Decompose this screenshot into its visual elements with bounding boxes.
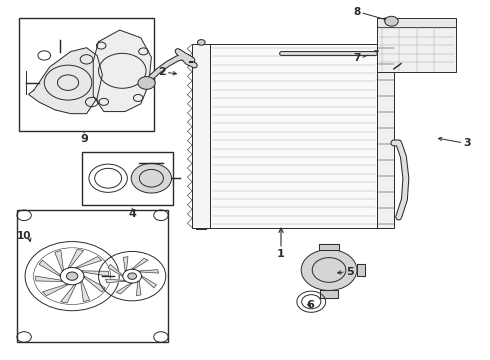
Polygon shape [35, 276, 62, 282]
Polygon shape [84, 276, 105, 292]
Polygon shape [43, 284, 68, 296]
Circle shape [138, 77, 155, 89]
Bar [210, 44, 377, 228]
Text: 3: 3 [464, 138, 471, 148]
Text: 8: 8 [353, 8, 360, 17]
Text: 7: 7 [353, 53, 360, 63]
Bar [377, 25, 456, 72]
Circle shape [197, 40, 205, 45]
Bar [19, 18, 154, 131]
Polygon shape [142, 276, 156, 288]
Circle shape [131, 163, 172, 193]
Text: 2: 2 [158, 67, 166, 77]
Polygon shape [81, 282, 90, 302]
Polygon shape [132, 258, 148, 269]
Circle shape [128, 273, 137, 279]
Text: 9: 9 [80, 134, 88, 144]
Polygon shape [55, 251, 63, 271]
Bar [377, 44, 394, 228]
Text: 6: 6 [306, 300, 314, 310]
Polygon shape [105, 279, 125, 283]
Bar [82, 152, 173, 205]
Polygon shape [39, 260, 60, 276]
Polygon shape [123, 257, 128, 271]
Circle shape [67, 272, 78, 280]
Polygon shape [76, 257, 102, 268]
Polygon shape [68, 249, 83, 267]
Circle shape [385, 16, 398, 26]
Polygon shape [357, 264, 365, 276]
Bar [17, 210, 168, 342]
Polygon shape [108, 265, 122, 276]
Circle shape [301, 249, 357, 291]
Text: 4: 4 [128, 208, 136, 219]
Polygon shape [61, 285, 76, 303]
Bar [192, 44, 210, 228]
Text: 5: 5 [346, 267, 353, 277]
Bar [377, 18, 456, 27]
Text: 10: 10 [17, 231, 31, 242]
Polygon shape [93, 30, 151, 112]
Polygon shape [116, 283, 132, 294]
Polygon shape [139, 270, 159, 273]
Polygon shape [319, 243, 339, 249]
Text: 1: 1 [277, 249, 285, 259]
Polygon shape [320, 291, 338, 298]
Polygon shape [28, 48, 102, 114]
Polygon shape [82, 271, 109, 276]
Polygon shape [136, 281, 141, 296]
